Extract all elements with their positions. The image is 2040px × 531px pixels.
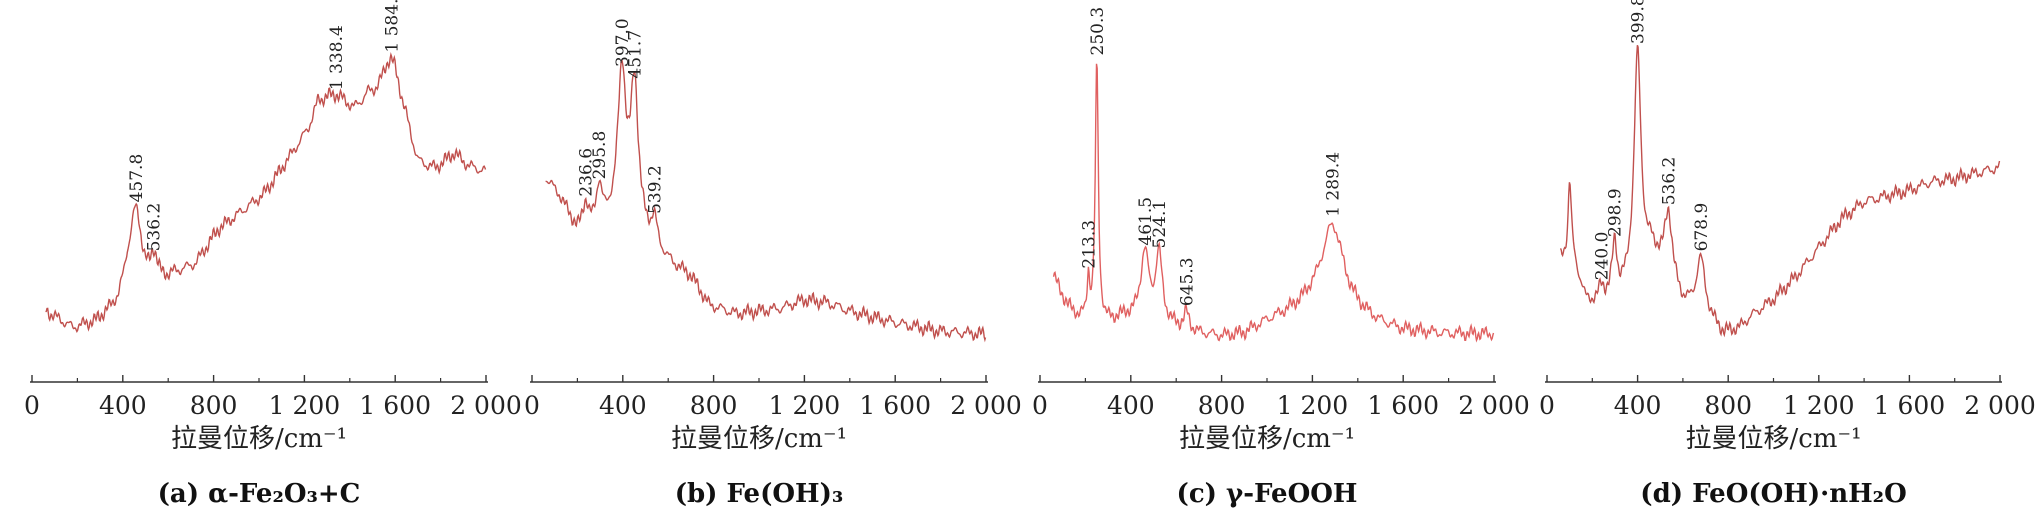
panel-c: 0 400 800 1 200 1 600 2 000 213.3 250.3 461.5524… <box>1032 7 1530 509</box>
x-tick-label-d: 800 <box>1704 391 1752 420</box>
peak-label-b: 539.2 <box>645 165 665 214</box>
spectrum-line-a <box>45 51 487 333</box>
x-tick-label-b: 2 000 <box>950 391 1022 420</box>
peak-label-a: 457.8 <box>127 154 147 203</box>
peak-label-d: 536.2 <box>1659 157 1679 206</box>
peak-label-a: 536.2 <box>145 203 165 252</box>
spectrum-line-d <box>1559 44 2001 338</box>
peak-label-b: 397.0 <box>613 18 633 67</box>
peak-label-b: 295.8 <box>590 131 610 180</box>
spectrum-plot-c: 0 400 800 1 200 1 600 2 000 213.3 250.3 461.5524… <box>1032 7 1530 420</box>
panel-caption-c: (c) γ-FeOOH <box>1177 479 1358 509</box>
peak-label-d: 678.9 <box>1692 203 1712 252</box>
x-axis-label-c: 拉曼位移/cm⁻¹ <box>1179 424 1355 454</box>
x-axis-label-b: 拉曼位移/cm⁻¹ <box>671 424 847 454</box>
panel-caption-b: (b) Fe(OH)₃ <box>675 479 844 509</box>
x-tick-label-c: 0 <box>1032 391 1048 420</box>
x-tick-label-b: 1 600 <box>859 391 931 420</box>
peak-label-c: 213.3 <box>1079 220 1099 269</box>
x-tick-label-b: 800 <box>690 391 738 420</box>
peak-label-d: 240.0 <box>1592 232 1612 281</box>
x-tick-label-b: 0 <box>524 391 540 420</box>
spectrum-line-c <box>1052 63 1495 343</box>
x-tick-label-c: 2 000 <box>1458 391 1530 420</box>
panel-caption-a: (a) α-Fe₂O₃+C <box>158 479 361 509</box>
x-tick-label-b: 1 200 <box>769 391 841 420</box>
peak-label-c: 1 289.4 <box>1324 152 1344 217</box>
peak-label-c: 524.1 <box>1150 200 1170 249</box>
x-tick-label-c: 1 200 <box>1277 391 1349 420</box>
spectrum-line-b <box>545 58 987 343</box>
x-tick-label-d: 1 600 <box>1874 391 1946 420</box>
x-tick-label-a: 2 000 <box>450 391 522 420</box>
peak-label-b: 236.6 <box>577 148 597 197</box>
peak-label-d: 399.8 <box>1629 0 1649 44</box>
x-tick-label-c: 1 600 <box>1367 391 1439 420</box>
x-tick-label-c: 800 <box>1198 391 1246 420</box>
x-tick-label-a: 1 600 <box>359 391 431 420</box>
panel-caption-d: (d) FeO(OH)·nH₂O <box>1640 479 1906 509</box>
x-tick-label-d: 1 200 <box>1783 391 1855 420</box>
peak-label-c: 645.3 <box>1178 257 1198 306</box>
peak-label-a: 1 584.1 <box>383 0 403 53</box>
x-tick-label-d: 400 <box>1614 391 1662 420</box>
x-axis-label-d: 拉曼位移/cm⁻¹ <box>1685 424 1861 454</box>
x-tick-label-a: 1 200 <box>269 391 341 420</box>
peak-label-a: 1 338.4 <box>327 25 347 90</box>
peak-label-c: 250.3 <box>1088 7 1108 56</box>
x-tick-label-a: 0 <box>24 391 40 420</box>
x-axis-label-a: 拉曼位移/cm⁻¹ <box>171 424 347 454</box>
x-tick-label-a: 400 <box>99 391 147 420</box>
x-tick-label-d: 0 <box>1539 391 1555 420</box>
peak-label-d: 298.9 <box>1606 188 1626 237</box>
x-tick-label-a: 800 <box>190 391 238 420</box>
peak-label-b: 451.7 <box>626 30 646 79</box>
x-tick-label-b: 400 <box>599 391 647 420</box>
x-tick-label-c: 400 <box>1107 391 1155 420</box>
x-tick-label-d: 2 000 <box>1964 391 2036 420</box>
peak-label-c: 461.5 <box>1136 197 1156 246</box>
